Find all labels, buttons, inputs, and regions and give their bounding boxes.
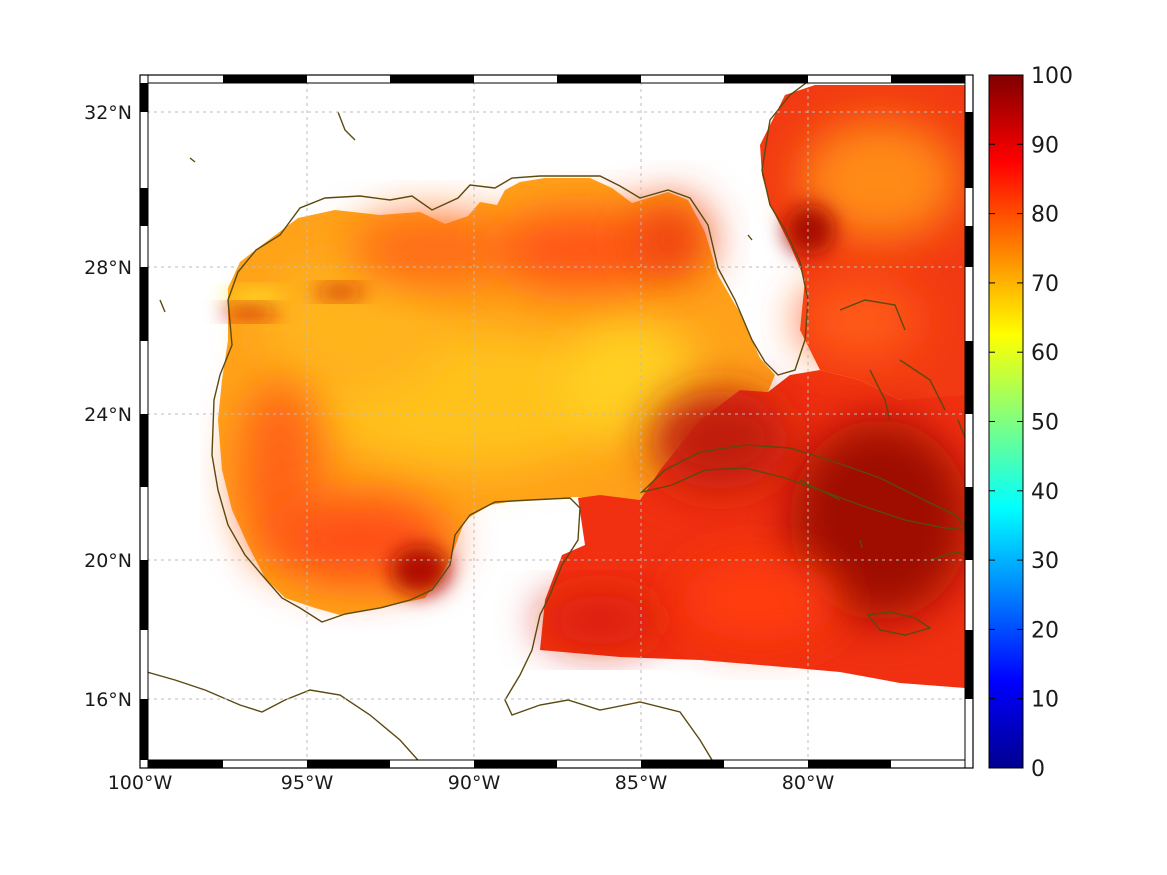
map-panel: 100°W 95°W 90°W 85°W 80°W 32°N 28°N 24°N…	[84, 74, 974, 794]
x-tick-label: 100°W	[108, 772, 173, 794]
x-tick-label: 80°W	[782, 772, 835, 794]
islands	[159, 111, 863, 549]
y-tick-label: 24°N	[84, 404, 132, 426]
colorbar-tick-label: 50	[1031, 411, 1059, 436]
x-tick-labels: 100°W 95°W 90°W 85°W 80°W	[108, 772, 835, 794]
colorbar-tick-label: 80	[1031, 203, 1059, 228]
coastlines	[140, 79, 973, 768]
x-tick-label: 90°W	[448, 772, 501, 794]
y-tick-label: 28°N	[84, 257, 132, 279]
map-frame	[139, 74, 974, 769]
colorbar-ticks: 0 10 20 30 40 50 60 70 80 90 100	[989, 64, 1073, 782]
y-tick-label: 16°N	[84, 689, 132, 711]
colorbar-tick-label: 30	[1031, 549, 1059, 574]
colorbar-tick-label: 0	[1031, 757, 1045, 782]
x-tick-label: 85°W	[615, 772, 668, 794]
pacific-coastline	[140, 669, 426, 768]
colorbar-tick-label: 60	[1031, 341, 1059, 366]
data-field	[140, 75, 973, 768]
colorbar-tick-label: 20	[1031, 618, 1059, 643]
colorbar: 0 10 20 30 40 50 60 70 80 90 100	[988, 64, 1073, 782]
mexico-coastline	[217, 489, 716, 766]
x-tick-label: 95°W	[281, 772, 334, 794]
y-tick-label: 32°N	[84, 102, 132, 124]
bahamas-outline	[839, 299, 969, 446]
colorbar-tick-label: 40	[1031, 480, 1059, 505]
colorbar-tick-label: 70	[1031, 272, 1059, 297]
colorbar-tick-label: 90	[1031, 133, 1059, 158]
jamaica-outline	[866, 611, 932, 636]
us-gulf-coastline	[211, 79, 811, 491]
grid-lines	[140, 75, 973, 768]
colorbar-tick-label: 10	[1031, 688, 1059, 713]
y-tick-labels: 32°N 28°N 24°N 20°N 16°N	[84, 102, 132, 711]
colorbar-tick-label: 100	[1031, 64, 1073, 89]
y-tick-label: 20°N	[84, 550, 132, 572]
